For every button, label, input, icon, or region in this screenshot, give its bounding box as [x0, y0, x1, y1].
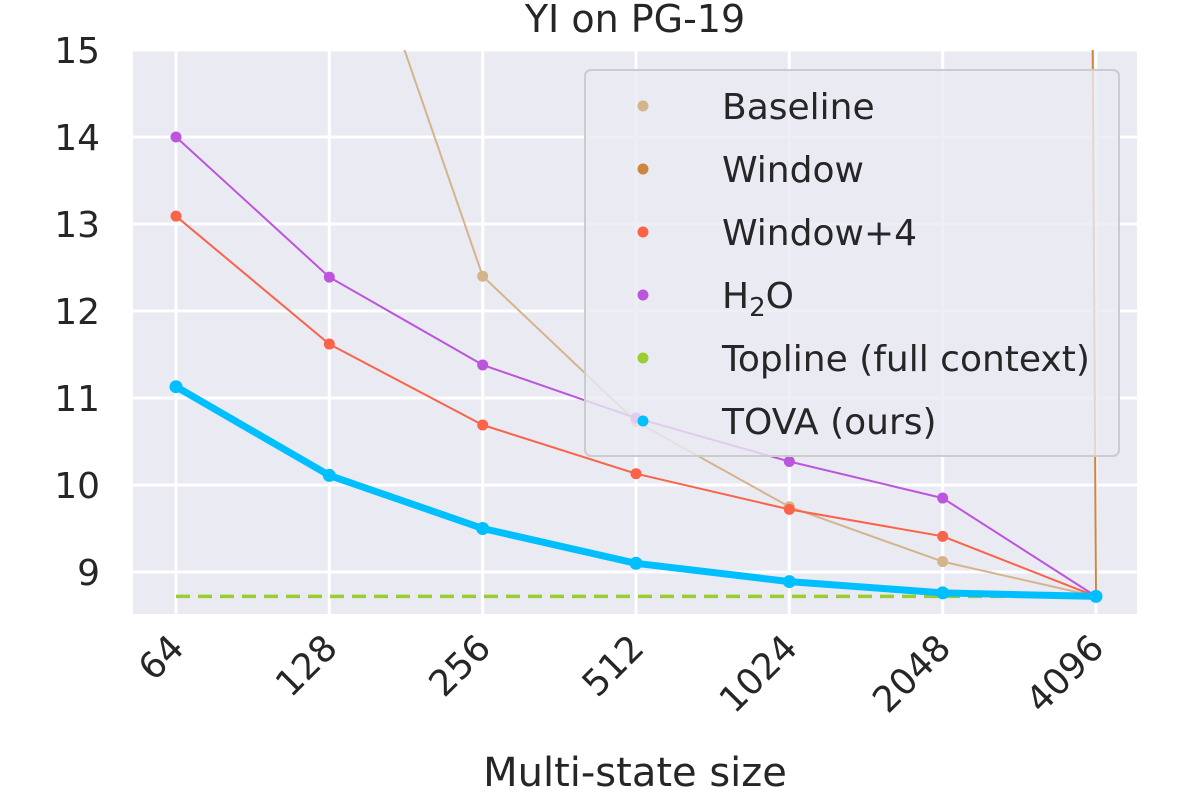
x-tick-label: 4096 — [1019, 627, 1113, 721]
data-point-h2o — [323, 271, 335, 283]
legend-label-window-4: Window+4 — [722, 213, 917, 254]
legend-label-tova-ours: TOVA (ours) — [721, 402, 937, 443]
data-point-baseline — [477, 270, 489, 282]
y-tick-label: 15 — [54, 31, 100, 72]
legend-label-baseline: Baseline — [722, 87, 875, 128]
data-point-window-4 — [477, 419, 489, 431]
data-point-h2o — [170, 131, 182, 143]
legend-marker-window-4 — [637, 226, 649, 238]
legend-marker-window — [637, 163, 649, 175]
data-point-h2o — [477, 359, 489, 371]
data-point-window-4 — [323, 338, 335, 350]
x-tick-label: 256 — [421, 627, 499, 705]
data-point-tova-ours — [322, 468, 336, 482]
data-point-tova-ours — [169, 380, 183, 394]
data-point-window-4 — [630, 468, 642, 480]
x-tick-label: 128 — [268, 627, 346, 705]
data-point-window-4 — [783, 503, 795, 515]
legend-marker-tova-ours — [637, 415, 649, 427]
x-tick-labels: 64 128 256 512 1024 2048 4096 — [131, 627, 1112, 721]
data-point-h2o — [937, 492, 949, 504]
y-tick-label: 9 — [77, 553, 100, 594]
data-point-tova-ours — [476, 522, 490, 535]
legend-marker-h2o — [637, 289, 649, 301]
legend-box — [584, 69, 1120, 457]
data-point-window-4 — [170, 210, 182, 222]
y-tick-label: 12 — [54, 292, 100, 333]
legend-label-window: Window — [722, 150, 864, 191]
chart-title: YI on PG-19 — [524, 0, 745, 41]
data-point-tova-ours — [1089, 589, 1103, 603]
x-tick-label: 512 — [575, 627, 653, 705]
x-tick-label: 2048 — [865, 627, 959, 721]
data-point-h2o — [783, 456, 795, 468]
data-point-tova-ours — [936, 586, 950, 600]
data-point-tova-ours — [629, 556, 643, 570]
data-point-tova-ours — [782, 575, 796, 589]
data-point-window-4 — [937, 530, 949, 542]
legend-marker-topline-full-context — [637, 352, 649, 364]
y-tick-label: 11 — [54, 379, 100, 420]
legend-label-topline-full-context: Topline (full context) — [721, 339, 1090, 380]
y-tick-label: 10 — [54, 466, 100, 507]
legend-marker-baseline — [637, 100, 649, 112]
y-tick-labels: 9 10 11 12 13 14 15 — [54, 31, 100, 594]
y-tick-label: 13 — [54, 205, 100, 246]
x-axis-label: Multi-state size — [483, 750, 787, 796]
x-tick-label: 1024 — [712, 627, 806, 721]
y-tick-label: 14 — [54, 118, 100, 159]
x-tick-label: 64 — [131, 627, 192, 688]
data-point-baseline — [937, 556, 949, 568]
